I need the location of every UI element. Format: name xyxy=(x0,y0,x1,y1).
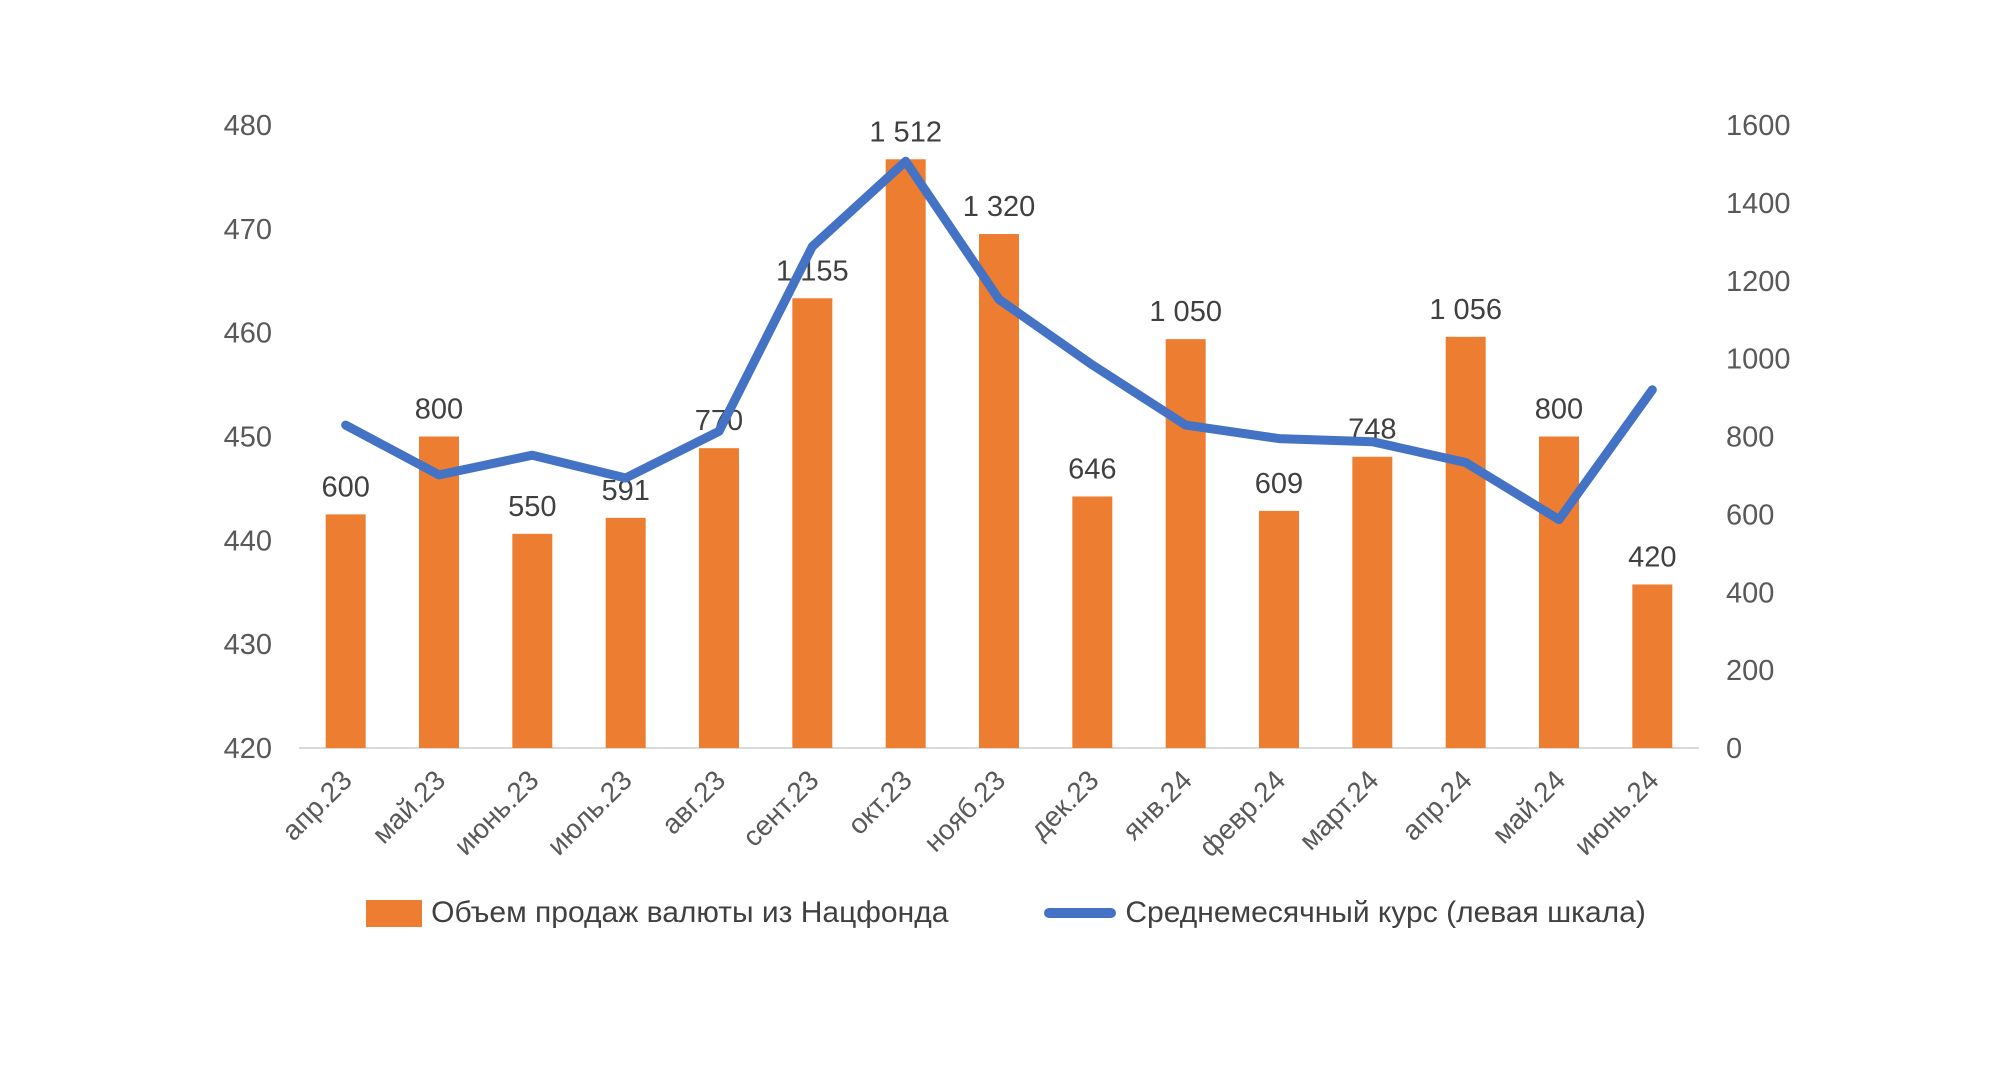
bar-value-label: 609 xyxy=(1255,468,1303,500)
left-axis-tick-label: 420 xyxy=(224,733,272,765)
volume-bar xyxy=(1445,336,1486,748)
x-axis-label: нояб.23 xyxy=(918,764,1011,857)
x-axis-label: дек.23 xyxy=(1024,764,1105,845)
right-axis-tick-label: 200 xyxy=(1726,655,1774,687)
right-axis-tick-label: 800 xyxy=(1726,422,1774,454)
bar-value-label: 1 320 xyxy=(963,191,1036,223)
bar-value-label: 1 512 xyxy=(869,116,942,148)
bar-value-label: 550 xyxy=(508,491,556,523)
volume-bar xyxy=(325,514,366,748)
x-axis-label: июль.23 xyxy=(541,764,638,861)
left-axis-tick-label: 430 xyxy=(224,629,272,661)
x-axis-label: апр.23 xyxy=(276,764,358,846)
bar-value-label: 1 056 xyxy=(1429,294,1502,326)
bar-value-label: 420 xyxy=(1628,541,1676,573)
right-axis-tick-label: 1400 xyxy=(1726,188,1791,220)
volume-bar xyxy=(605,517,646,748)
right-axis-tick-label: 0 xyxy=(1726,733,1742,765)
legend-label-volume: Объем продаж валюты из Нацфонда xyxy=(431,896,949,929)
x-axis-label: июнь.23 xyxy=(448,764,545,861)
right-axis-tick-label: 1200 xyxy=(1726,266,1791,298)
left-axis-tick-label: 450 xyxy=(224,422,272,454)
x-axis-label: окт.23 xyxy=(842,764,918,840)
legend-line-swatch-icon xyxy=(1044,908,1117,918)
volume-bar xyxy=(1259,510,1299,748)
volume-bar xyxy=(1632,584,1673,748)
left-axis-tick-label: 470 xyxy=(224,214,272,246)
left-axis-tick-label: 480 xyxy=(224,110,272,142)
volume-bar xyxy=(792,298,833,748)
volume-bar xyxy=(1352,456,1393,748)
right-axis-tick-label: 600 xyxy=(1726,499,1774,531)
volume-bar xyxy=(419,436,459,748)
x-axis-label: июнь.24 xyxy=(1568,764,1665,861)
x-axis-label: апр.24 xyxy=(1396,764,1478,846)
x-axis-label: сент.23 xyxy=(736,764,824,852)
bar-value-label: 1 155 xyxy=(776,255,849,287)
legend-label-rate: Среднемесячный курс (левая шкала) xyxy=(1125,896,1646,929)
left-axis-tick-label: 460 xyxy=(224,318,272,350)
right-axis-tick-label: 1600 xyxy=(1726,110,1791,142)
volume-bar xyxy=(1072,496,1113,748)
x-axis-label: март.24 xyxy=(1293,764,1385,856)
right-axis-tick-label: 1000 xyxy=(1726,344,1791,376)
bar-value-label: 600 xyxy=(321,471,369,503)
right-axis-tick-label: 400 xyxy=(1726,577,1774,609)
legend-bar-swatch-icon xyxy=(366,899,423,927)
x-axis-label: авг.23 xyxy=(655,764,731,840)
volume-bar xyxy=(885,159,926,748)
volume-bar xyxy=(699,448,739,748)
bar-value-label: 800 xyxy=(415,394,463,426)
x-axis-label: янв.24 xyxy=(1116,764,1198,846)
volume-bar xyxy=(979,234,1019,748)
bar-value-label: 800 xyxy=(1535,394,1583,426)
x-axis-label: февр.24 xyxy=(1193,764,1291,862)
volume-bar xyxy=(512,533,553,748)
bar-value-label: 1 050 xyxy=(1149,296,1222,328)
x-axis-label: май.24 xyxy=(1486,764,1571,849)
legend: Объем продаж валюты из Нацфонда Среднеме… xyxy=(0,896,2012,930)
bar-value-label: 646 xyxy=(1068,453,1116,485)
volume-bar xyxy=(1539,436,1579,748)
x-axis-label: май.23 xyxy=(366,764,451,849)
volume-bar xyxy=(1165,339,1206,748)
left-axis-tick-label: 440 xyxy=(224,525,272,557)
legend-item-volume: Объем продаж валюты из Нацфонда xyxy=(366,896,948,930)
legend-item-rate: Среднемесячный курс (левая шкала) xyxy=(1044,896,1646,930)
rate-line xyxy=(341,156,1657,525)
